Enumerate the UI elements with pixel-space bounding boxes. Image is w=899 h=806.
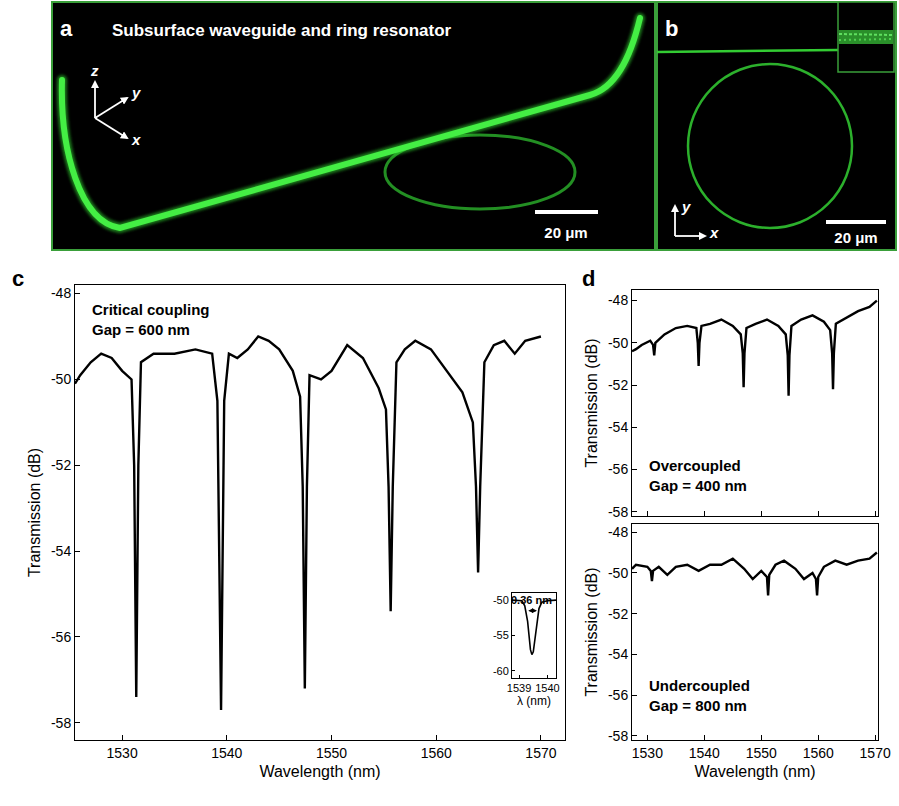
svg-text:1530: 1530 (107, 745, 138, 761)
svg-text:λ (nm): λ (nm) (517, 694, 551, 708)
svg-text:1540: 1540 (211, 745, 242, 761)
svg-text:-56: -56 (51, 629, 71, 645)
svg-text:x: x (709, 224, 719, 241)
svg-text:OvercoupledGap = 400 nm: OvercoupledGap = 400 nm (649, 457, 747, 494)
svg-text:Transmission (dB): Transmission (dB) (26, 448, 43, 577)
svg-text:1539: 1539 (507, 682, 531, 694)
svg-text:20 μm: 20 μm (834, 229, 877, 246)
svg-text:y: y (131, 84, 141, 101)
svg-text:1570: 1570 (860, 745, 891, 761)
svg-text:1530: 1530 (632, 745, 663, 761)
svg-text:-52: -52 (51, 457, 71, 473)
svg-text:Transmission (dB): Transmission (dB) (583, 338, 600, 467)
svg-text:-58: -58 (608, 504, 628, 520)
svg-text:Transmission (dB): Transmission (dB) (583, 567, 600, 696)
svg-text:-52: -52 (608, 377, 628, 393)
svg-text:d: d (582, 266, 595, 291)
svg-text:0.36 nm: 0.36 nm (511, 594, 552, 606)
svg-text:a: a (60, 16, 73, 41)
svg-text:-50: -50 (493, 594, 509, 606)
svg-text:20 μm: 20 μm (544, 224, 587, 241)
svg-text:1570: 1570 (525, 745, 556, 761)
svg-text:-58: -58 (608, 728, 628, 744)
svg-text:1560: 1560 (421, 745, 452, 761)
svg-text:c: c (12, 266, 24, 291)
svg-text:-60: -60 (493, 665, 509, 677)
svg-text:1550: 1550 (746, 745, 777, 761)
svg-text:-50: -50 (608, 565, 628, 581)
svg-text:1540: 1540 (535, 682, 559, 694)
svg-text:x: x (131, 131, 141, 148)
svg-text:Subsurface waveguide and ring: Subsurface waveguide and ring resonator (112, 21, 452, 40)
svg-text:-50: -50 (51, 371, 71, 387)
svg-text:-54: -54 (608, 646, 628, 662)
svg-text:z: z (90, 62, 99, 79)
svg-text:-58: -58 (51, 715, 71, 731)
svg-text:-56: -56 (608, 687, 628, 703)
svg-text:-50: -50 (608, 335, 628, 351)
svg-text:1540: 1540 (689, 745, 720, 761)
svg-text:y: y (681, 198, 691, 215)
svg-text:-56: -56 (608, 461, 628, 477)
svg-text:b: b (665, 16, 678, 41)
svg-text:-54: -54 (51, 543, 71, 559)
svg-text:-52: -52 (608, 606, 628, 622)
svg-text:Wavelength (nm): Wavelength (nm) (259, 763, 380, 780)
svg-text:1550: 1550 (316, 745, 347, 761)
svg-text:UndercoupledGap = 800 nm: UndercoupledGap = 800 nm (649, 677, 750, 714)
svg-text:-54: -54 (608, 419, 628, 435)
svg-text:-48: -48 (608, 524, 628, 540)
svg-text:-48: -48 (51, 285, 71, 301)
svg-text:Wavelength (nm): Wavelength (nm) (694, 763, 815, 780)
svg-text:-55: -55 (493, 629, 509, 641)
svg-text:Critical couplingGap = 600 nm: Critical couplingGap = 600 nm (92, 301, 210, 338)
svg-text:1560: 1560 (803, 745, 834, 761)
svg-text:-48: -48 (608, 292, 628, 308)
